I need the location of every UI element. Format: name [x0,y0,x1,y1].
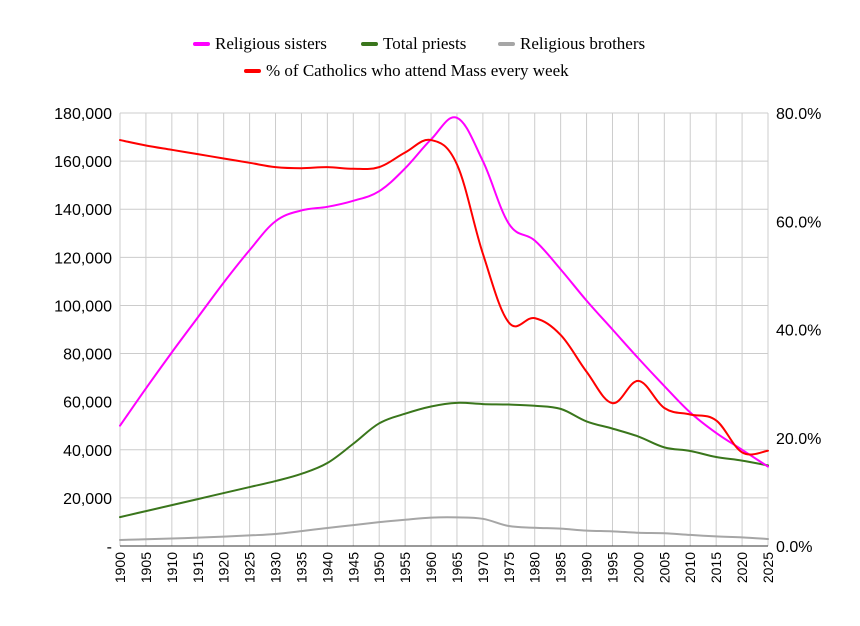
series-line-of-catholics-who-attend-mass-every-week [119,138,769,456]
left-axis-tick-labels: - 20,000 40,000 60,000 80,000 100,000 120,000 1… [54,106,112,556]
left-axis-tick-label: 80,000 [63,347,112,364]
x-axis-tick-label: 2005 [656,552,672,583]
right-axis-tick-label: 40.0% [776,323,821,340]
legend-label-total-priests: Total priests [383,34,466,53]
x-axis-tick-label: 1970 [475,552,491,583]
legend: Religious sisters Total priests Religious … [193,34,645,80]
x-axis-tick-label: 1965 [449,552,465,583]
grid-lines [119,112,769,547]
x-axis-tick-label: 2000 [630,552,646,583]
left-axis-tick-label: 160,000 [54,154,112,171]
right-axis-tick-label: 60.0% [776,214,821,231]
right-axis-tick-labels: 0.0% 20.0% 40.0% 60.0% 80.0% [776,106,821,556]
x-axis-tick-labels: 1900 1905 1910 1915 1920 1925 1930 1935 1940 1945… [112,552,776,583]
right-axis-tick-label: 80.0% [776,106,821,123]
series-line-religious-sisters [119,116,769,468]
left-axis-tick-label: 40,000 [63,443,112,460]
left-axis-tick-label: - [107,539,112,556]
x-axis-tick-label: 1985 [553,552,569,583]
legend-label-of-catholics-who-attend-mass-every-week: % of Catholics who attend Mass every wee… [266,61,569,80]
x-axis-tick-label: 1905 [138,552,154,583]
x-axis-tick-label: 1925 [242,552,258,583]
x-axis-tick-label: 2020 [734,552,750,583]
x-axis-tick-label: 1950 [371,552,387,583]
left-axis-tick-label: 180,000 [54,106,112,123]
x-axis-tick-label: 1975 [501,552,517,583]
x-axis-tick-label: 2015 [708,552,724,583]
x-axis-tick-label: 1990 [579,552,595,583]
left-axis-tick-label: 100,000 [54,298,112,315]
left-axis-tick-label: 140,000 [54,202,112,219]
x-axis-tick-label: 1960 [423,552,439,583]
x-axis-tick-label: 1955 [397,552,413,583]
x-axis-tick-label: 2010 [682,552,698,583]
x-axis-tick-label: 1945 [345,552,361,583]
series-line-religious-brothers [119,516,769,541]
x-axis-tick-label: 1930 [268,552,284,583]
x-axis-tick-label: 1900 [112,552,128,583]
x-axis-tick-label: 1980 [527,552,543,583]
x-axis-tick-label: 1935 [293,552,309,583]
x-axis-tick-label: 1920 [216,552,232,583]
right-axis-tick-label: 20.0% [776,431,821,448]
x-axis-tick-label: 1910 [164,552,180,583]
x-axis-tick-label: 2025 [760,552,776,583]
x-axis-tick-label: 1995 [604,552,620,583]
left-axis-tick-label: 20,000 [63,491,112,508]
series-line-total-priests [119,401,769,519]
legend-label-religious-sisters: Religious sisters [215,34,327,53]
x-axis-tick-label: 1940 [319,552,335,583]
legend-label-religious-brothers: Religious brothers [520,34,645,53]
x-axis-tick-label: 1915 [190,552,206,583]
left-axis-tick-label: 60,000 [63,395,112,412]
series-lines [119,116,769,541]
right-axis-tick-label: 0.0% [776,539,812,556]
left-axis-tick-label: 120,000 [54,250,112,267]
